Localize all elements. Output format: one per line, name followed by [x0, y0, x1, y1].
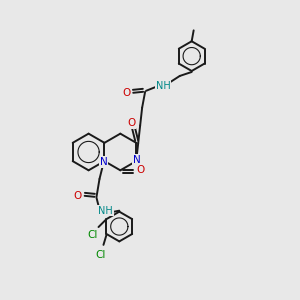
Text: NH: NH: [156, 81, 170, 91]
Text: O: O: [74, 191, 82, 201]
Text: O: O: [127, 118, 135, 128]
Text: N: N: [133, 155, 141, 165]
Text: O: O: [122, 88, 130, 98]
Text: NH: NH: [98, 206, 113, 216]
Text: O: O: [136, 165, 144, 175]
Text: N: N: [100, 157, 107, 167]
Text: Cl: Cl: [95, 250, 106, 260]
Text: Cl: Cl: [87, 230, 98, 240]
